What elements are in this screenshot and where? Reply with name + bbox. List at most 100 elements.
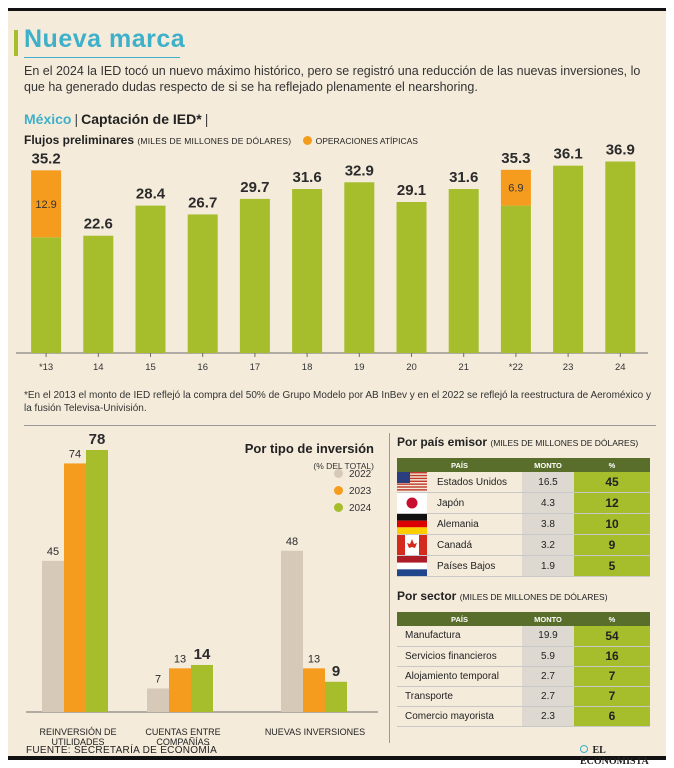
bar-base bbox=[500, 205, 531, 353]
total-value-label: 35.2 bbox=[31, 150, 60, 167]
sector-name: Transporte bbox=[397, 686, 522, 707]
page-title: Nueva marca bbox=[24, 25, 186, 53]
sector-monto: 2.7 bbox=[522, 686, 574, 707]
tipo-value-label: 74 bbox=[69, 448, 81, 460]
source-note: FUENTE: SECRETARÍA DE ECONOMÍA bbox=[26, 745, 218, 756]
total-value-label: 29.7 bbox=[240, 179, 269, 196]
x-tick-label: *22 bbox=[509, 362, 523, 373]
tipo-bar bbox=[169, 668, 191, 712]
pais-col-pct: % bbox=[574, 458, 650, 472]
pais-name: Alemania bbox=[429, 513, 522, 535]
legend-2022: 2022 bbox=[334, 469, 371, 480]
tipo-subtitle: (% DEL TOTAL) bbox=[313, 461, 374, 471]
pais-row: Países Bajos 1.9 5 bbox=[397, 555, 650, 577]
bar-base bbox=[605, 161, 636, 353]
legend-2023: 2023 bbox=[334, 486, 371, 497]
bar-base bbox=[239, 198, 270, 353]
total-value-label: 28.4 bbox=[136, 186, 166, 203]
tipo-title: Por tipo de inversión bbox=[244, 441, 374, 456]
sector-name: Alojamiento temporal bbox=[397, 666, 522, 687]
total-value-label: 36.1 bbox=[553, 146, 582, 163]
legend-2022-dot bbox=[334, 469, 343, 478]
sector-table: PAÍS MONTO % Manufactura 19.9 54 Servicios … bbox=[397, 612, 650, 727]
total-value-label: 22.6 bbox=[84, 216, 113, 233]
atypical-legend-dot bbox=[302, 136, 312, 145]
brand-icon bbox=[580, 745, 588, 753]
infographic-page: Nueva marca En el 2024 la IED tocó un nu… bbox=[8, 8, 666, 767]
us-flag-icon bbox=[397, 472, 427, 492]
sector-pct: 7 bbox=[574, 686, 650, 707]
tipo-bar bbox=[64, 463, 86, 712]
pais-row: Estados Unidos 16.5 45 bbox=[397, 472, 650, 493]
x-tick-label: 15 bbox=[145, 362, 156, 373]
sector-units: (MILES DE MILLONES DE DÓLARES) bbox=[459, 592, 608, 602]
total-value-label: 35.3 bbox=[501, 150, 530, 167]
flows-units: (MILES DE MILLONES DE DÓLARES) bbox=[137, 136, 292, 146]
x-tick-label: 20 bbox=[406, 362, 417, 373]
sector-row: Manufactura 19.9 54 bbox=[397, 626, 650, 647]
legend-2024: 2024 bbox=[334, 503, 371, 514]
pais-flag-cell bbox=[397, 534, 429, 556]
vertical-divider bbox=[389, 433, 390, 743]
pais-col-monto: MONTO bbox=[522, 458, 574, 472]
category-label-reinversion: REINVERSIÓN DE UTILIDADES bbox=[39, 727, 117, 747]
investment-type-chart: 45 74 78 7 13 14 48 13 9 bbox=[26, 431, 378, 713]
section-country: México bbox=[24, 111, 72, 127]
netherlands-flag-icon bbox=[397, 556, 427, 576]
bar-base bbox=[83, 235, 114, 353]
pais-monto: 3.8 bbox=[522, 513, 574, 535]
tipo-bar bbox=[147, 688, 169, 712]
pais-row: Alemania 3.8 10 bbox=[397, 513, 650, 535]
intro-text: En el 2024 la IED tocó un nuevo máximo h… bbox=[24, 64, 641, 94]
x-tick-label: *13 bbox=[39, 362, 53, 373]
sector-title: Por sector bbox=[397, 589, 457, 603]
sector-monto: 5.9 bbox=[522, 646, 574, 667]
total-value-label: 36.9 bbox=[606, 142, 635, 159]
sector-row: Alojamiento temporal 2.7 7 bbox=[397, 666, 650, 687]
section-heading: México | Captación de IED* | bbox=[24, 111, 211, 127]
legend-2024-label: 2024 bbox=[349, 503, 372, 514]
sector-table-header: PAÍS MONTO % bbox=[397, 612, 650, 626]
ied-flows-chart: 12.9 35.2 *13 22.6 14 28.4 15 26.7 16 29.7 17 31.6 1… bbox=[16, 142, 648, 373]
pais-col-pais: PAÍS bbox=[397, 458, 522, 472]
tipo-value-label: 9 bbox=[332, 663, 340, 680]
x-tick-label: 19 bbox=[354, 362, 365, 373]
atypical-legend-label: OPERACIONES ATÍPICAS bbox=[315, 136, 418, 146]
sector-pct: 7 bbox=[574, 666, 650, 687]
sector-pct: 16 bbox=[574, 646, 650, 667]
total-value-label: 29.1 bbox=[397, 182, 426, 199]
sector-name: Comercio mayorista bbox=[397, 706, 522, 727]
x-tick-label: 24 bbox=[615, 362, 626, 373]
legend-2022-label: 2022 bbox=[349, 469, 372, 480]
sector-monto: 19.9 bbox=[522, 626, 574, 647]
footnote: *En el 2013 el monto de IED reflejó la c… bbox=[24, 390, 652, 414]
flows-label: Flujos preliminares (MILES DE MILLONES D… bbox=[24, 133, 418, 147]
bar-atypical bbox=[31, 170, 62, 238]
tipo-bar bbox=[281, 550, 303, 712]
sector-heading: Por sector (MILES DE MILLONES DE DÓLARES… bbox=[397, 589, 608, 603]
sector-pct: 6 bbox=[574, 706, 650, 727]
brand-logo: EL ECONOMISTA bbox=[580, 745, 666, 767]
pais-monto: 3.2 bbox=[522, 534, 574, 556]
canada-flag-icon bbox=[397, 535, 427, 555]
pais-name: Japón bbox=[429, 492, 522, 514]
pais-pct: 45 bbox=[574, 472, 650, 493]
section-trail: | bbox=[204, 111, 209, 127]
sector-row: Servicios financieros 5.9 16 bbox=[397, 646, 650, 667]
brand-name: EL ECONOMISTA bbox=[580, 745, 649, 767]
pais-monto: 4.3 bbox=[522, 492, 574, 514]
tipo-bar bbox=[325, 681, 347, 712]
pais-flag-cell bbox=[397, 472, 429, 493]
bar-base bbox=[553, 165, 584, 353]
pais-table-header: PAÍS MONTO % bbox=[397, 458, 650, 472]
x-tick-label: 17 bbox=[250, 362, 261, 373]
x-tick-label: 23 bbox=[563, 362, 574, 373]
sector-col-pct: % bbox=[574, 612, 650, 626]
sector-name: Manufactura bbox=[397, 626, 522, 647]
tipo-bar bbox=[191, 664, 213, 712]
tipo-value-label: 48 bbox=[286, 536, 298, 548]
sector-monto: 2.7 bbox=[522, 666, 574, 687]
tipo-value-label: 13 bbox=[308, 653, 320, 665]
sector-name: Servicios financieros bbox=[397, 646, 522, 667]
total-value-label: 31.6 bbox=[449, 169, 478, 186]
